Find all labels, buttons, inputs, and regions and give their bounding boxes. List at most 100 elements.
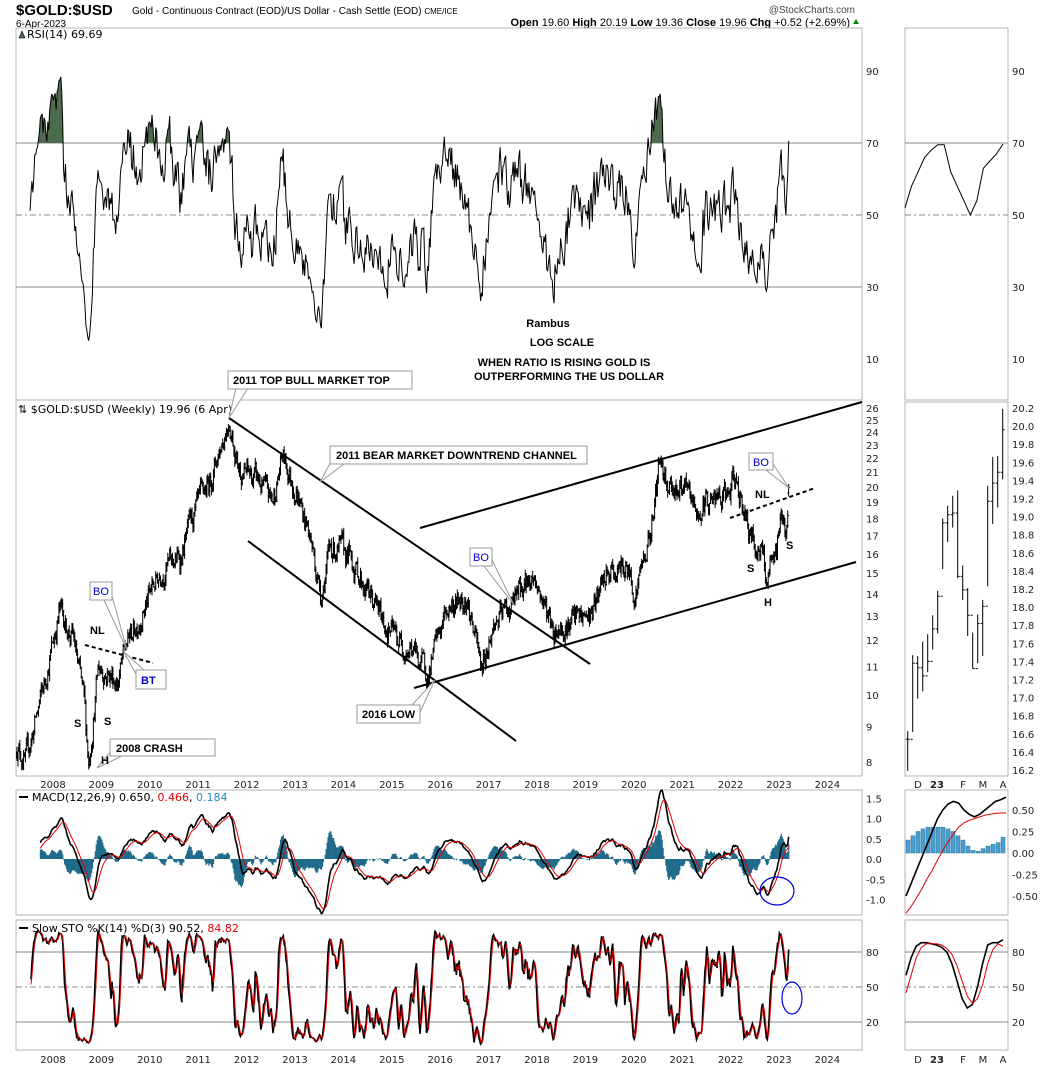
macd-histogram-bar xyxy=(689,859,691,864)
mini-x-tick-label: 23 xyxy=(930,1055,944,1066)
macd-histogram-bar xyxy=(173,859,176,863)
macd-histogram-bar xyxy=(77,859,80,875)
macd-histogram-bar xyxy=(84,859,86,875)
macd-histogram-bar xyxy=(155,856,157,859)
mini-macd-histogram-bar xyxy=(950,831,956,854)
macd-histogram-bar xyxy=(181,859,183,866)
macd-histogram-bar xyxy=(628,859,631,864)
x-tick-label: 2023 xyxy=(766,1055,791,1066)
mini-macd-tick-label: -0.50 xyxy=(1012,892,1038,903)
macd-histogram-bar xyxy=(123,849,125,859)
macd-histogram-bar xyxy=(726,857,728,859)
macd-histogram-bar xyxy=(186,850,189,859)
macd-histogram-bar xyxy=(193,855,195,859)
macd-histogram-bar xyxy=(73,859,75,871)
macd-histogram-bar xyxy=(754,859,756,871)
macd-histogram-bar xyxy=(448,854,450,859)
macd-histogram-bar xyxy=(542,859,544,870)
macd-histogram-bar xyxy=(39,849,42,859)
macd-histogram-bar xyxy=(592,857,594,859)
macd-histogram-bar xyxy=(201,852,203,859)
macd-histogram-bar xyxy=(163,859,165,866)
macd-histogram-bar xyxy=(344,854,346,859)
downtrend-upper-line xyxy=(228,417,591,665)
macd-histogram-bar xyxy=(447,854,449,859)
macd-histogram-bar xyxy=(320,859,323,870)
macd-histogram-bar xyxy=(88,859,90,882)
macd-histogram-bar xyxy=(400,857,403,859)
macd-histogram-bar xyxy=(776,845,778,859)
mini-x-tick-label: D xyxy=(914,780,922,791)
macd-histogram-bar xyxy=(744,859,746,875)
macd-histogram-bar xyxy=(44,851,46,859)
macd-histogram-bar xyxy=(98,835,100,859)
macd-histogram-bar xyxy=(94,851,96,859)
macd-histogram-bar xyxy=(65,859,68,869)
x-tick-label: 2015 xyxy=(379,1055,404,1066)
macd-histogram-bar xyxy=(675,859,677,876)
mini-macd-histogram-bar xyxy=(995,842,1001,854)
mini-price-tick-label: 20.0 xyxy=(1012,422,1034,433)
macd-histogram-bar xyxy=(237,859,239,883)
macd-histogram-bar xyxy=(554,859,556,868)
macd-histogram-bar xyxy=(59,849,61,859)
mini-macd-histogram-bar xyxy=(945,828,951,854)
macd-histogram-bar xyxy=(615,859,618,866)
macd-histogram-bar xyxy=(740,859,742,868)
macd-histogram-bar xyxy=(577,852,580,859)
mini-macd-histogram-bar xyxy=(915,831,921,854)
macd-histogram-bar xyxy=(413,852,416,859)
macd-histogram-bar xyxy=(655,835,657,859)
macd-histogram-bar xyxy=(118,859,121,860)
macd-histogram-bar xyxy=(67,859,69,873)
callout-2008-crash: 2008 CRASH xyxy=(96,738,216,769)
macd-histogram-bar xyxy=(189,846,191,859)
macd-histogram-bar xyxy=(699,859,701,871)
sto-tick-label: 50 xyxy=(866,983,879,994)
macd-tick-label: -1.0 xyxy=(866,896,886,907)
macd-histogram-bar xyxy=(710,851,713,859)
macd-histogram-bar xyxy=(207,859,209,864)
macd-histogram-bar xyxy=(494,846,496,859)
x-tick-label: 2015 xyxy=(379,780,404,791)
macd-histogram-bar xyxy=(631,859,633,869)
macd-histogram-bar xyxy=(737,859,740,862)
macd-histogram-bar xyxy=(482,859,485,869)
macd-histogram-bar xyxy=(239,859,242,886)
mini-chart-marks xyxy=(904,143,1007,1010)
macd-histogram-bar xyxy=(429,859,432,861)
macd-histogram-bar xyxy=(234,859,236,880)
sto-d-line xyxy=(30,931,790,1044)
macd-histogram-bar xyxy=(527,859,529,861)
macd-histogram-bar xyxy=(560,857,562,859)
macd-histogram-bar xyxy=(658,830,660,859)
macd-histogram-bar xyxy=(127,850,129,859)
macd-histogram-bar xyxy=(318,859,320,870)
macd-histogram-bar xyxy=(335,847,338,859)
macd-histogram-bar xyxy=(145,853,148,859)
price-tick-label: 23 xyxy=(866,441,879,452)
low-label: Low xyxy=(630,17,652,29)
macd-histogram-bar xyxy=(161,859,163,864)
macd-histogram-bar xyxy=(550,859,553,868)
macd-histogram-bar xyxy=(514,855,516,859)
macd-histogram-bar xyxy=(298,859,300,871)
macd-histogram-bar xyxy=(43,851,45,859)
macd-histogram-bar xyxy=(672,859,674,880)
x-tick-label: 2010 xyxy=(137,1055,162,1066)
macd-histogram-bar xyxy=(216,855,218,859)
macd-histogram-bar xyxy=(130,851,132,859)
macd-histogram-bar xyxy=(117,859,119,862)
macd-histogram-bar xyxy=(648,845,650,859)
mini-rsi-panel xyxy=(904,27,1009,401)
mini-rsi-tick-label: 10 xyxy=(1012,355,1025,366)
macd-histogram-bar xyxy=(269,859,271,862)
chart-marks xyxy=(16,76,791,1046)
macd-histogram-bar xyxy=(736,856,739,859)
macd-tick-label: 1.5 xyxy=(866,794,882,805)
macd-histogram-bar xyxy=(353,859,355,871)
x-tick-label: 2020 xyxy=(621,780,646,791)
macd-histogram-bar xyxy=(441,850,444,859)
macd-histogram-bar xyxy=(397,857,399,859)
macd-histogram-bar xyxy=(662,847,664,859)
